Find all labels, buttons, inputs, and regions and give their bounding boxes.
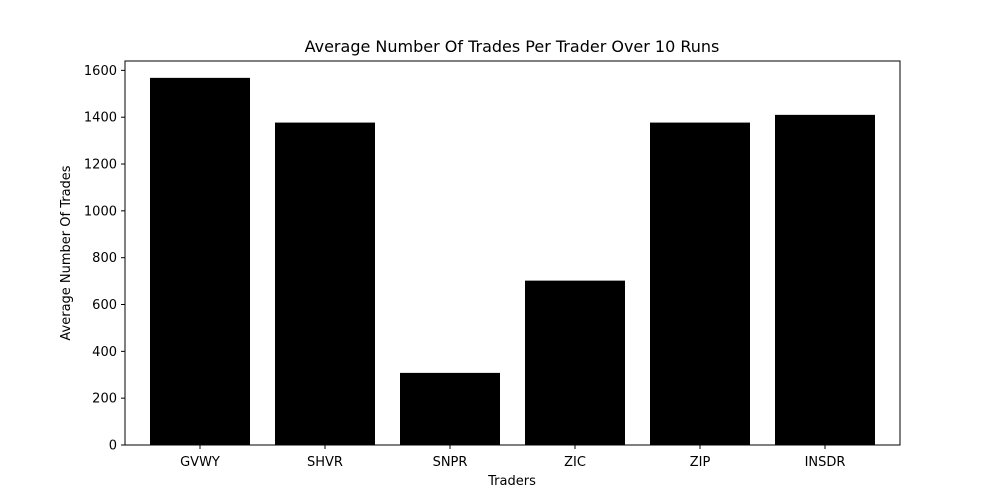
plot-frame <box>124 60 901 446</box>
y-tick-label: 400 <box>92 345 117 360</box>
y-tick-label: 0 <box>109 439 117 454</box>
bar-zic <box>525 280 625 445</box>
bar-snpr <box>400 372 500 445</box>
x-axis-label: Traders <box>487 474 536 489</box>
y-tick-label: 800 <box>92 251 117 266</box>
y-tick-label: 1400 <box>84 111 117 126</box>
x-tick-label: ZIP <box>690 455 711 470</box>
bar-gvwy <box>150 77 250 446</box>
x-tick-label: ZIC <box>564 455 586 470</box>
bar-zip <box>650 122 750 445</box>
x-tick-label: SHVR <box>307 455 343 470</box>
bar-shvr <box>275 122 375 445</box>
y-tick-label: 1600 <box>84 64 117 79</box>
y-tick-label: 600 <box>92 298 117 313</box>
y-axis: 0 200 400 600 800 1000 1200 1400 1600 <box>84 64 125 454</box>
chart-title: Average Number Of Trades Per Trader Over… <box>305 37 720 56</box>
x-tick-label: SNPR <box>433 455 468 470</box>
bar-insdr <box>775 114 875 445</box>
y-tick-label: 1200 <box>84 158 117 173</box>
x-tick-label: GVWY <box>180 455 220 470</box>
y-tick-label: 1000 <box>84 204 117 219</box>
y-tick-label: 200 <box>92 392 117 407</box>
x-tick-label: INSDR <box>805 455 846 470</box>
x-axis: GVWY SHVR SNPR ZIC ZIP INSDR <box>180 445 845 470</box>
bars-layer <box>150 77 875 446</box>
y-axis-label: Average Number Of Trades <box>59 165 74 340</box>
